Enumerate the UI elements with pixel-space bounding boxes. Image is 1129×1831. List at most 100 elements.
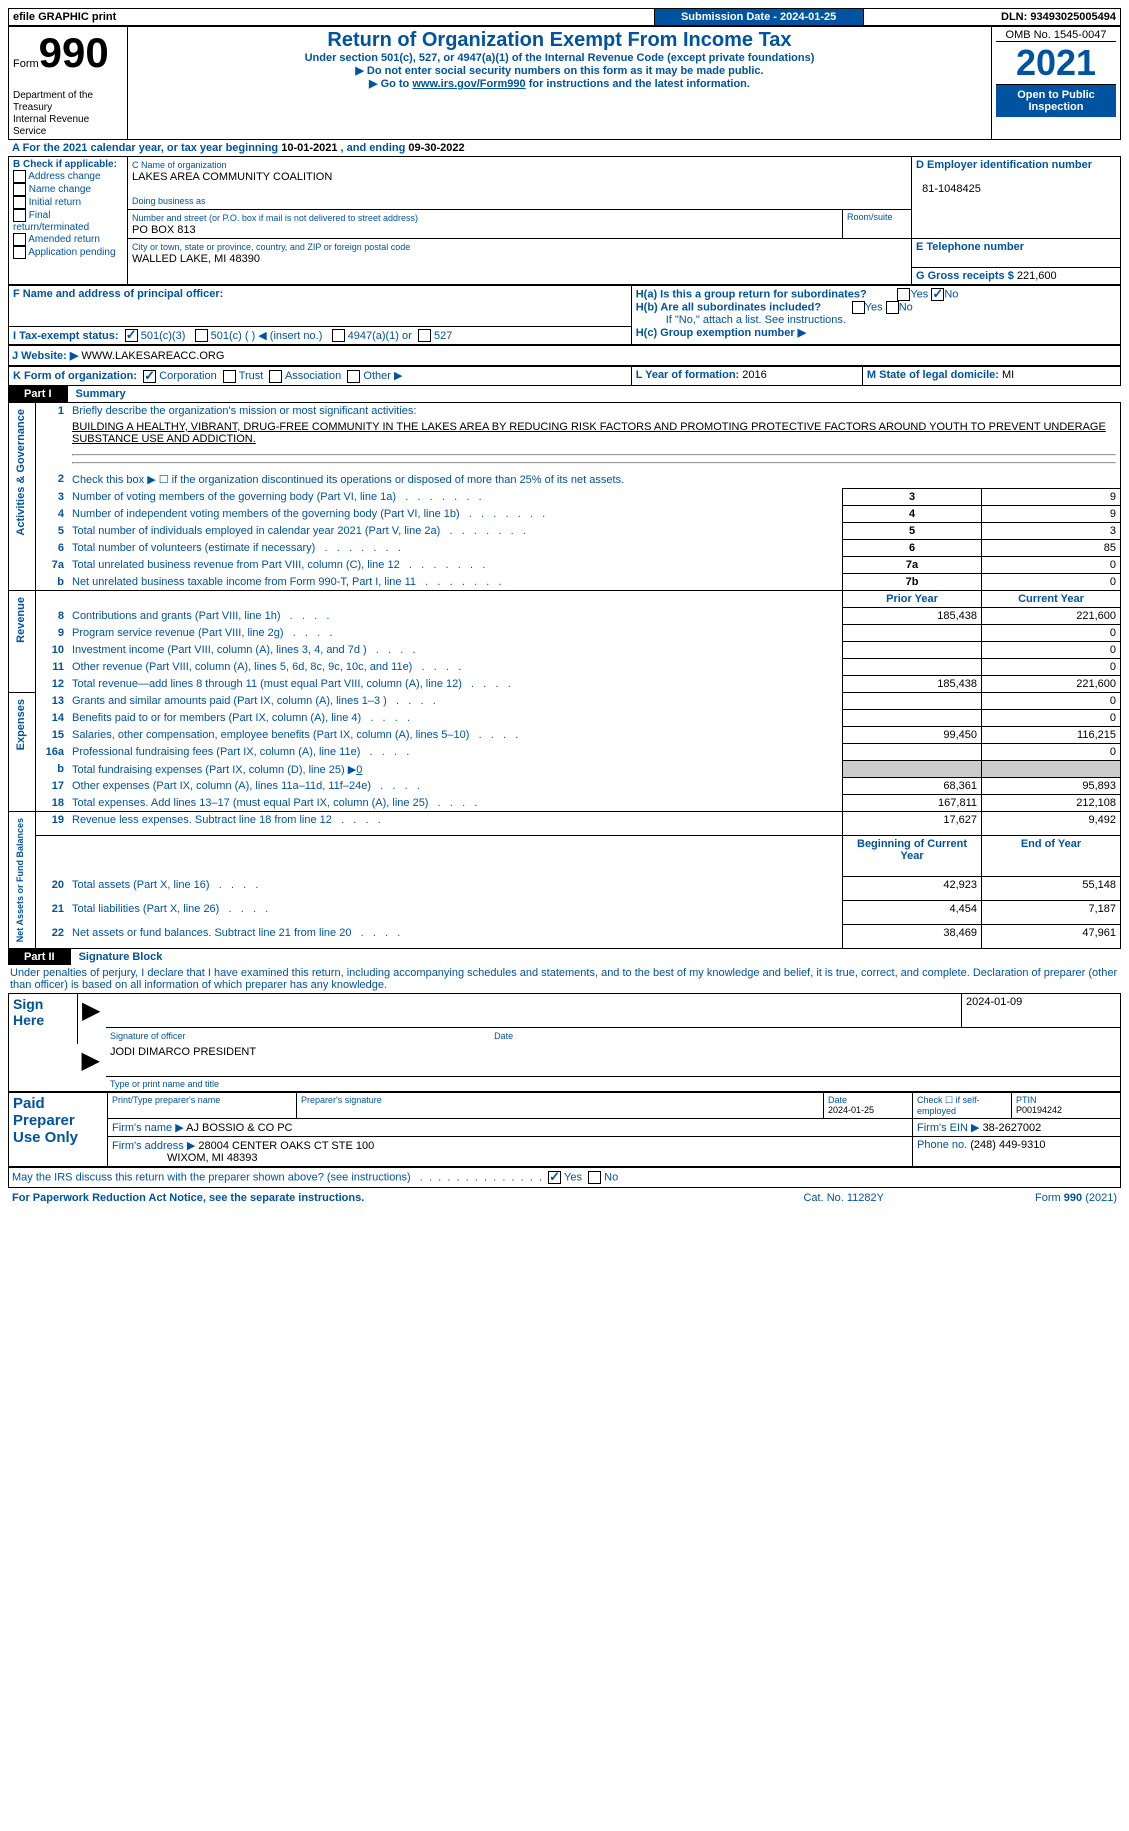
val-b: 0 (982, 574, 1121, 591)
curr-15: 116,215 (982, 727, 1121, 744)
curr-8: 221,600 (982, 608, 1121, 625)
city: WALLED LAKE, MI 48390 (132, 253, 260, 265)
check-se: Check ☐ if self-employed (913, 1093, 1012, 1119)
line-20: Total assets (Part X, line 16) . . . . (68, 877, 843, 901)
footer: For Paperwork Reduction Act Notice, see … (8, 1190, 1121, 1206)
side-governance: Activities & Governance (13, 405, 29, 540)
chk-pending[interactable] (13, 246, 26, 259)
line-16a: Professional fundraising fees (Part IX, … (68, 744, 843, 761)
c-name-label: C Name of organization (132, 160, 227, 170)
curr-18: 212,108 (982, 795, 1121, 812)
discuss-no[interactable] (588, 1171, 601, 1184)
firm-name-label: Firm's name ▶ (112, 1122, 186, 1134)
i-501c[interactable] (195, 329, 208, 342)
line-4: Number of independent voting members of … (68, 506, 843, 523)
curr-16a: 0 (982, 744, 1121, 761)
ha-no[interactable] (931, 288, 944, 301)
irs-link[interactable]: www.irs.gov/Form990 (412, 78, 525, 90)
hb-note: If "No," attach a list. See instructions… (636, 314, 1116, 326)
side-net: Net Assets or Fund Balances (13, 814, 27, 946)
k-corp[interactable] (143, 370, 156, 383)
line-14: Benefits paid to or for members (Part IX… (68, 710, 843, 727)
hb-yes[interactable] (852, 301, 865, 314)
hdr-boy: Beginning of Current Year (843, 836, 982, 877)
curr-9: 0 (982, 625, 1121, 642)
paid-preparer: Paid Preparer Use Only Print/Type prepar… (8, 1092, 1121, 1167)
k-trust[interactable] (223, 370, 236, 383)
firm-addr-label: Firm's address ▶ (112, 1140, 198, 1152)
city-label: City or town, state or province, country… (132, 242, 410, 252)
chk-name-change[interactable] (13, 183, 26, 196)
section-b: B Check if applicable: Address change Na… (9, 157, 128, 285)
dln: DLN: 93493025005494 (912, 9, 1121, 26)
chk-initial[interactable] (13, 196, 26, 209)
line-10: Investment income (Part VIII, column (A)… (68, 642, 843, 659)
line-21: Total liabilities (Part X, line 26) . . … (68, 901, 843, 925)
sig-officer-label: Signature of officer (110, 1031, 185, 1041)
declaration: Under penalties of perjury, I declare th… (8, 965, 1121, 993)
hc: H(c) Group exemption number ▶ (636, 327, 806, 339)
ha-yes[interactable] (897, 288, 910, 301)
website: WWW.LAKESAREACC.ORG (78, 350, 224, 362)
part2-subtitle: Signature Block (71, 949, 171, 965)
org-name: LAKES AREA COMMUNITY COALITION (132, 171, 332, 183)
entity-block: B Check if applicable: Address change Na… (8, 156, 1121, 285)
street: PO BOX 813 (132, 224, 196, 236)
cat: Cat. No. 11282Y (752, 1190, 935, 1206)
l1: Briefly describe the organization's miss… (68, 402, 1121, 419)
prior-14 (843, 710, 982, 727)
prep-sig-label: Preparer's signature (297, 1093, 824, 1119)
ein: 81-1048425 (922, 183, 981, 195)
year-formed: 2016 (742, 369, 766, 381)
l2: Check this box ▶ ☐ if the organization d… (68, 471, 1121, 489)
curr-12: 221,600 (982, 676, 1121, 693)
hdr-eoy: End of Year (982, 836, 1121, 877)
prior-18: 167,811 (843, 795, 982, 812)
i-501c3[interactable] (125, 329, 138, 342)
prep-name-label: Print/Type preparer's name (108, 1093, 297, 1119)
prep-date-label: Date (828, 1095, 847, 1105)
curr-14: 0 (982, 710, 1121, 727)
line-8: Contributions and grants (Part VIII, lin… (68, 608, 843, 625)
k-other[interactable] (347, 370, 360, 383)
pra: For Paperwork Reduction Act Notice, see … (8, 1190, 752, 1206)
i-527[interactable] (418, 329, 431, 342)
d-label: D Employer identification number (916, 159, 1092, 171)
val-5: 3 (982, 523, 1121, 540)
addr-label: Number and street (or P.O. box if mail i… (132, 213, 418, 223)
prior-19: 17,627 (843, 812, 982, 836)
prior-20: 42,923 (843, 877, 982, 901)
side-expenses: Expenses (13, 695, 29, 754)
firm-addr: 28004 CENTER OAKS CT STE 100 (198, 1140, 374, 1152)
hdr-prior: Prior Year (843, 591, 982, 608)
discuss-yes[interactable] (548, 1171, 561, 1184)
m-label: M State of legal domicile: (867, 369, 1002, 381)
dept: Department of the Treasury Internal Reve… (13, 90, 93, 137)
subdate-btn[interactable]: Submission Date - 2024-01-25 (654, 9, 863, 26)
i-4947[interactable] (332, 329, 345, 342)
e-label: E Telephone number (916, 241, 1024, 253)
k-assoc[interactable] (269, 370, 282, 383)
sign-label: Sign Here (9, 994, 78, 1044)
chk-addr-change[interactable] (13, 170, 26, 183)
l-label: L Year of formation: (636, 369, 743, 381)
sign-here: Sign Here ▶ 2024-01-09 Signature of offi… (8, 993, 1121, 1092)
line-b: Total fundraising expenses (Part IX, col… (68, 761, 843, 778)
val-4: 9 (982, 506, 1121, 523)
line-11: Other revenue (Part VIII, column (A), li… (68, 659, 843, 676)
curr-19: 9,492 (982, 812, 1121, 836)
prior-8: 185,438 (843, 608, 982, 625)
firm-name: AJ BOSSIO & CO PC (186, 1122, 292, 1134)
i-label: I Tax-exempt status: (13, 330, 119, 342)
val-6: 85 (982, 540, 1121, 557)
line-22: Net assets or fund balances. Subtract li… (68, 925, 843, 949)
chk-amended[interactable] (13, 233, 26, 246)
g-label: G Gross receipts $ (916, 270, 1017, 282)
tax-year: 2021 (996, 42, 1116, 84)
part1-table: Activities & Governance 1 Briefly descri… (8, 402, 1121, 950)
line-13: Grants and similar amounts paid (Part IX… (68, 693, 843, 710)
chk-final[interactable] (13, 209, 26, 222)
hb-no[interactable] (886, 301, 899, 314)
dba-label: Doing business as (132, 196, 206, 206)
firm-city: WIXOM, MI 48393 (167, 1152, 257, 1164)
